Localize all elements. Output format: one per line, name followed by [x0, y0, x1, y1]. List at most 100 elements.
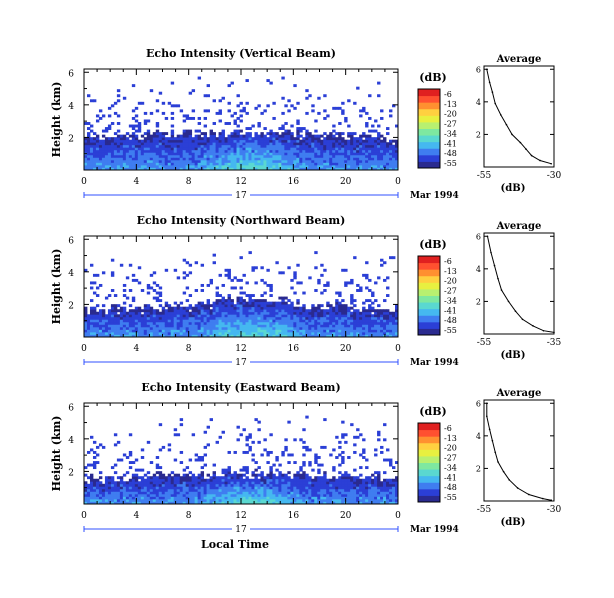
heatmap-cell [143, 331, 148, 335]
heatmap-cell [209, 329, 213, 333]
heatmap-cell [299, 281, 303, 285]
heatmap-cell [110, 304, 115, 308]
heatmap-cell [308, 157, 312, 161]
heatmap-cell [281, 326, 285, 330]
heatmap-cell [164, 486, 169, 490]
heatmap-cell [170, 486, 175, 490]
heatmap-cell [314, 326, 318, 330]
heatmap-cell [194, 289, 199, 292]
heatmap-cell [353, 256, 357, 260]
heatmap-cell [95, 137, 100, 141]
heatmap-cell [128, 162, 133, 166]
heatmap-cell [320, 309, 324, 313]
heatmap-cell [293, 276, 297, 280]
x-tick-label: 0 [395, 177, 401, 187]
heatmap-cell [347, 149, 351, 153]
heatmap-cell [356, 314, 360, 318]
heatmap-cell [227, 450, 231, 454]
heatmap-cell [149, 488, 154, 492]
heatmap-cell [170, 149, 175, 153]
heatmap-cell [392, 144, 396, 148]
heatmap-cell [164, 147, 169, 151]
heatmap-cell [239, 139, 243, 143]
heatmap-cell [227, 167, 231, 171]
heatmap-cell [254, 501, 258, 505]
x-tick-label: 4 [133, 177, 139, 187]
heatmap-cell [155, 331, 160, 335]
heatmap-cell [308, 461, 312, 464]
heatmap-cell [89, 478, 94, 482]
heatmap-cell [278, 271, 282, 275]
heatmap-cell [242, 147, 246, 151]
heatmap-cell [236, 425, 240, 429]
heatmap-cell [239, 316, 243, 320]
heatmap-cell [125, 147, 130, 151]
heatmap-cell [215, 498, 219, 502]
heatmap-cell [248, 296, 252, 300]
heatmap-cell [272, 144, 276, 148]
heatmap-cell [302, 311, 306, 315]
heatmap-cell [308, 167, 312, 171]
heatmap-cell [86, 142, 91, 146]
heatmap-cell [203, 483, 208, 487]
heatmap-cell [170, 132, 175, 136]
heatmap-cell [89, 473, 94, 477]
heatmap-cell [314, 488, 318, 492]
heatmap-cell [155, 488, 160, 492]
heatmap-cell [173, 159, 178, 163]
heatmap-cell [110, 167, 115, 171]
heatmap-cell [284, 296, 288, 300]
heatmap-cell [227, 331, 231, 335]
heatmap-cell [341, 483, 345, 487]
heatmap-cell [140, 159, 145, 163]
heatmap-cell [152, 331, 157, 335]
heatmap-cell [170, 498, 175, 502]
heatmap-cell [170, 134, 175, 138]
heatmap-cell [227, 164, 231, 168]
heatmap-cell [215, 319, 219, 323]
heatmap-cell [281, 501, 285, 505]
heatmap-cell [170, 154, 175, 158]
heatmap-cell [215, 149, 219, 153]
heatmap-cell [116, 314, 121, 318]
heatmap-cell [365, 334, 369, 338]
heatmap-cell [164, 321, 169, 325]
heatmap-cell [377, 316, 381, 320]
heatmap-cell [311, 137, 315, 141]
heatmap-cell [338, 162, 342, 166]
heatmap-cell [356, 476, 360, 480]
heatmap-cell [137, 496, 142, 500]
heatmap-cell [260, 324, 264, 328]
heatmap-cell [95, 304, 100, 308]
heatmap-cell [227, 294, 231, 297]
heatmap-cell [182, 314, 187, 318]
heatmap-cell [335, 498, 339, 502]
heatmap-cell [167, 326, 172, 330]
heatmap-cell [287, 304, 291, 308]
heatmap-cell [227, 162, 231, 166]
heatmap-cell [137, 476, 142, 480]
heatmap-cell [185, 114, 190, 118]
heatmap-cell [278, 154, 282, 158]
heatmap-cell [365, 331, 369, 335]
heatmap-cell [224, 304, 228, 308]
heatmap-cell [84, 309, 88, 313]
heatmap-cell [311, 324, 315, 328]
heatmap-cell [311, 164, 315, 168]
heatmap-cell [233, 129, 237, 133]
colorbar-tick-label: -55 [444, 493, 457, 502]
heatmap-cell [236, 296, 240, 300]
heatmap-cell [335, 478, 339, 482]
heatmap-cell [92, 324, 97, 328]
heatmap-cell [233, 306, 237, 310]
heatmap-cell [107, 486, 112, 490]
heatmap-cell [113, 162, 118, 166]
heatmap-cell [131, 278, 136, 282]
heatmap-cell [104, 137, 109, 141]
heatmap-cell [233, 122, 237, 125]
heatmap-cell [152, 162, 157, 166]
heatmap-cell [326, 319, 330, 323]
heatmap-cell [227, 326, 231, 330]
heatmap-cell [296, 281, 300, 285]
heatmap-cell [260, 498, 264, 502]
